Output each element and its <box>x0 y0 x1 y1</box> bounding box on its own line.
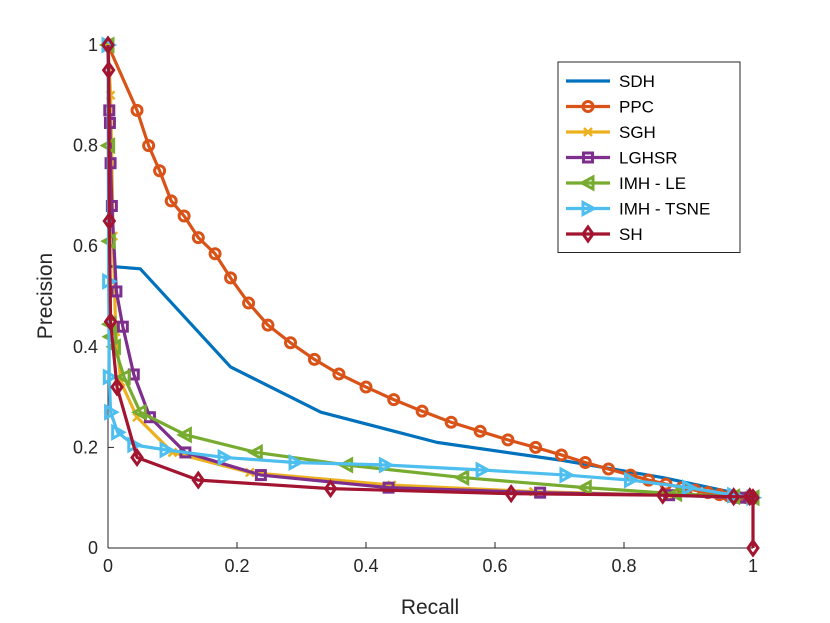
data-point <box>559 466 576 484</box>
legend-label: SGH <box>619 123 656 142</box>
data-point <box>378 456 395 474</box>
data-point <box>323 479 338 499</box>
data-point <box>110 377 124 397</box>
data-point <box>746 488 760 508</box>
data-point <box>177 209 191 223</box>
y-tick-label: 0.2 <box>73 437 98 457</box>
data-point <box>453 469 470 487</box>
data-point <box>529 440 543 454</box>
legend-label: SH <box>619 225 643 244</box>
y-tick-label: 1 <box>88 35 98 55</box>
data-point <box>114 368 131 386</box>
data-point <box>104 403 120 421</box>
data-point <box>130 103 144 117</box>
data-point <box>110 285 123 298</box>
data-point <box>242 296 256 310</box>
data-point <box>504 484 518 504</box>
data-point <box>176 426 192 444</box>
data-point <box>153 164 167 178</box>
data-point <box>602 462 616 476</box>
legend-marker <box>583 127 593 137</box>
data-point <box>475 461 492 479</box>
data-point <box>116 320 129 333</box>
data-point <box>130 447 144 468</box>
data-point <box>655 485 670 505</box>
data-point <box>191 470 206 490</box>
legend-marker <box>581 224 595 244</box>
y-axis-title: Precision <box>34 253 57 339</box>
legend-item: SDH <box>566 72 655 91</box>
legend-marker <box>581 199 598 218</box>
x-axis-title: Recall <box>401 596 459 619</box>
data-point <box>159 441 176 459</box>
data-point <box>576 479 592 497</box>
legend-label: IMH - LE <box>619 174 686 193</box>
x-tick-label: 0 <box>103 556 113 576</box>
x-tick-label: 0.8 <box>611 556 636 576</box>
legend-item: IMH - LE <box>566 174 686 193</box>
x-tick-label: 1 <box>748 556 758 576</box>
legend-item: IMH - TSNE <box>566 200 710 219</box>
legend: SDH PPC SGH LGHSR IMH - LE IMH - TSNE SH <box>557 61 741 253</box>
x-tick-label: 0.6 <box>482 556 507 576</box>
data-point <box>382 481 395 494</box>
data-point <box>387 393 401 407</box>
series-sh <box>101 35 760 558</box>
y-tick-label: 0.6 <box>73 236 98 256</box>
legend-item: SH <box>566 224 643 244</box>
data-point <box>102 211 117 231</box>
data-point <box>415 404 429 418</box>
legend-label: LGHSR <box>619 149 678 168</box>
data-point <box>254 469 267 482</box>
data-point <box>224 271 238 285</box>
data-point <box>746 538 760 558</box>
data-point <box>191 231 205 245</box>
axes: 0 0.2 0.4 0.6 0.8 1 0 0.2 0.4 0.6 0.8 1 <box>73 35 758 576</box>
x-tick-label: 0.4 <box>353 556 378 576</box>
data-point <box>103 312 118 332</box>
data-point <box>444 415 458 429</box>
data-point <box>473 424 487 438</box>
legend-label: SDH <box>619 72 655 91</box>
data-point <box>102 368 119 386</box>
legend-item: PPC <box>566 98 654 117</box>
y-tick-label: 0 <box>88 538 98 558</box>
data-point <box>288 453 305 472</box>
data-point <box>131 403 147 421</box>
data-point <box>726 487 741 507</box>
data-point <box>578 455 592 469</box>
data-point <box>642 473 656 487</box>
data-point <box>247 443 263 461</box>
legend-item: LGHSR <box>566 149 678 168</box>
data-point <box>261 318 275 332</box>
data-point <box>164 194 178 208</box>
data-point <box>742 487 757 507</box>
data-point <box>111 423 127 441</box>
data-point <box>682 479 698 497</box>
y-tick-label: 0.4 <box>73 337 98 357</box>
legend-label: IMH - TSNE <box>619 200 710 219</box>
data-point <box>217 448 234 466</box>
series-layer <box>98 35 763 558</box>
legend-marker <box>581 100 595 113</box>
data-point <box>284 336 298 350</box>
legend-label: PPC <box>619 98 654 117</box>
data-point <box>554 448 568 462</box>
data-point <box>101 35 115 55</box>
series-line <box>106 44 754 500</box>
data-point <box>307 352 321 366</box>
x-tick-label: 0.2 <box>224 556 249 576</box>
data-point <box>501 433 515 447</box>
data-point <box>623 471 640 489</box>
legend-marker <box>582 151 594 164</box>
data-point <box>142 139 156 153</box>
legend-item: SGH <box>566 123 656 142</box>
data-point <box>332 367 346 381</box>
legend-marker <box>578 174 595 192</box>
data-point <box>101 60 116 80</box>
data-point <box>359 380 373 394</box>
data-point <box>208 247 222 261</box>
y-tick-label: 0.8 <box>73 136 98 156</box>
